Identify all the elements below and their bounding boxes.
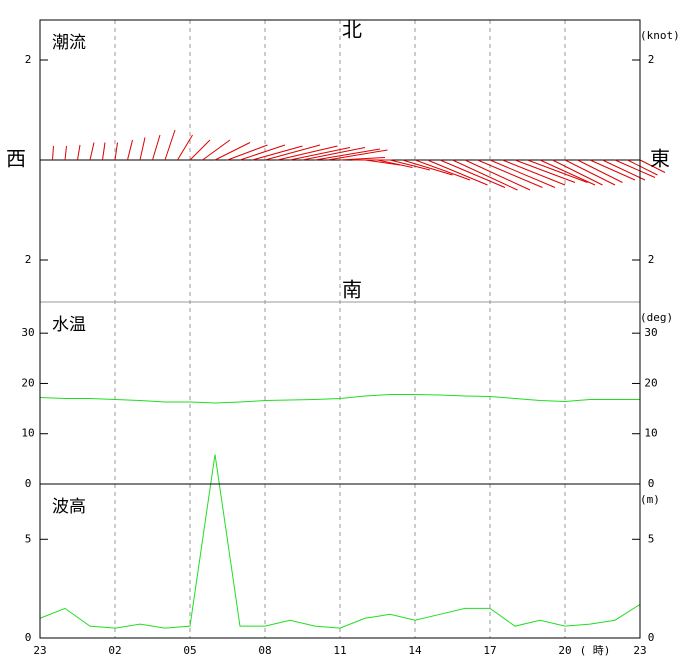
unit-label: (knot) [640, 29, 680, 42]
current-vector [602, 159, 646, 181]
current-vector [564, 159, 616, 186]
current-vector [377, 159, 413, 168]
current-vector [639, 159, 666, 173]
current-vector [64, 145, 67, 161]
y-tick-label: 10 [21, 427, 34, 440]
current-vector [414, 159, 471, 181]
y-tick-label: 10 [644, 427, 657, 440]
current-vector [614, 159, 656, 178]
current-vector [389, 159, 431, 171]
current-vector [589, 159, 636, 181]
y-tick-label: 30 [644, 326, 657, 339]
current-vector [439, 159, 506, 188]
current-vector [177, 134, 193, 161]
current-vector [552, 159, 603, 186]
current-vector [452, 159, 518, 191]
y-tick-label: 0 [25, 477, 32, 490]
current-vector [527, 159, 588, 183]
unit-label: (m) [640, 493, 660, 506]
frame [39, 19, 641, 639]
line [39, 394, 640, 404]
y-tick-label: 2 [648, 53, 655, 66]
y-tick-label: 2 [648, 253, 655, 266]
y-tick-label: 20 [644, 376, 657, 389]
current-vector [327, 149, 388, 161]
panel-title: 波高 [52, 497, 86, 517]
x-tick-label: 23 [33, 644, 46, 657]
y-tick-label: 20 [21, 376, 34, 389]
current-vector [489, 159, 556, 188]
x-tick-label: 14 [408, 644, 422, 657]
y-tick-label: 30 [21, 326, 34, 339]
line [39, 454, 641, 629]
current-vector [402, 159, 453, 176]
current-vector [314, 148, 381, 161]
y-tick-label: 5 [648, 532, 655, 545]
current-vector [152, 134, 161, 161]
current-vector [514, 159, 576, 183]
current-vector [339, 157, 386, 161]
current-vector [114, 142, 118, 161]
current-vector [164, 129, 176, 161]
current-vector [189, 139, 211, 161]
current-vector [52, 145, 54, 161]
y-tick-label: 0 [25, 631, 32, 644]
current-vector [227, 144, 268, 161]
x-tick-label: 20 [558, 644, 571, 657]
x-unit: ( 時) [580, 644, 611, 657]
panel-title: 潮流 [52, 33, 86, 53]
x-tick-label: 02 [108, 644, 121, 657]
current-vector [239, 144, 286, 161]
current-vector [202, 139, 231, 161]
x-tick-label: 05 [183, 644, 196, 657]
current-vector [539, 159, 596, 186]
x-tick-label: 08 [258, 644, 271, 657]
compass-west: 西 [6, 147, 26, 171]
current-vector [302, 147, 366, 161]
current-vector [127, 139, 133, 161]
y-tick-label: 0 [648, 631, 655, 644]
unit-label: (deg) [640, 311, 673, 324]
current-vector [89, 142, 95, 161]
current-vector [252, 145, 303, 161]
current-vector [464, 159, 531, 191]
y-tick-label: 2 [25, 53, 32, 66]
current-vector [502, 159, 566, 186]
current-vector [477, 159, 543, 188]
compass-east: 東 [650, 147, 670, 171]
y-tick-label: 5 [25, 532, 32, 545]
x-tick-label: 17 [483, 644, 496, 657]
current-vector [427, 159, 488, 186]
y-tick-label: 0 [648, 477, 655, 490]
current-vector [577, 159, 623, 183]
current-vector [77, 144, 81, 161]
current-vector [139, 137, 146, 161]
compass-south: 南 [342, 278, 362, 302]
current-vector [289, 147, 351, 161]
y-tick-label: 2 [25, 253, 32, 266]
current-vector [102, 142, 106, 161]
current-vector [364, 159, 401, 166]
current-vector [264, 144, 321, 161]
compass-north: 北 [342, 18, 362, 42]
current-vector [627, 159, 658, 176]
current-vector [214, 142, 251, 161]
x-tick-label: 11 [333, 644, 346, 657]
current-vector [277, 145, 338, 161]
x-tick-label: 23 [633, 644, 646, 657]
panel-title: 水温 [52, 315, 86, 335]
